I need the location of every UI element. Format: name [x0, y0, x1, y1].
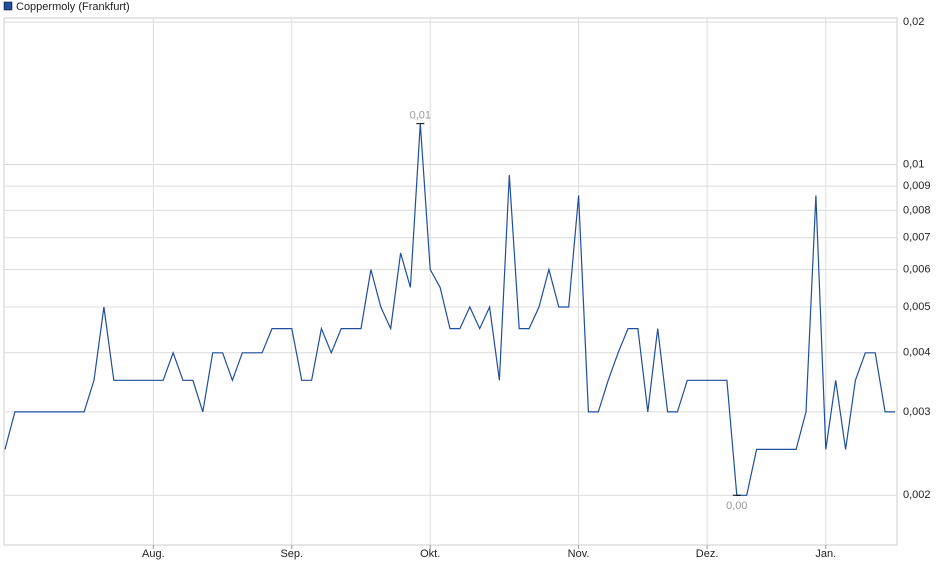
y-tick-label: 0,008: [903, 204, 931, 216]
y-tick-label: 0,01: [903, 158, 924, 170]
x-tick-label: Dez.: [696, 548, 719, 560]
x-tick-label: Jan.: [815, 548, 836, 560]
y-tick-label: 0,009: [903, 180, 931, 192]
line: [4, 123, 895, 496]
min-label: 0,00: [726, 500, 747, 512]
x-tick-label: Aug.: [142, 548, 165, 560]
y-tick-label: 0,02: [903, 16, 924, 28]
y-tick-label: 0,005: [903, 301, 931, 313]
x-tick-label: Sep.: [280, 548, 303, 560]
y-tick-label: 0,006: [903, 263, 931, 275]
plot-frame: [3, 17, 898, 546]
legend-label: Coppermoly (Frankfurt): [16, 1, 130, 13]
y-tick-label: 0,004: [903, 347, 931, 359]
y-tick-label: 0,007: [903, 232, 931, 244]
x-tick-label: Nov.: [568, 548, 590, 560]
y-tick-label: 0,003: [903, 406, 931, 418]
y-tick-label: 0,002: [903, 489, 931, 501]
x-tick-label: Okt.: [420, 548, 440, 560]
legend-swatch: [3, 1, 13, 11]
max-label: 0,01: [410, 110, 431, 122]
